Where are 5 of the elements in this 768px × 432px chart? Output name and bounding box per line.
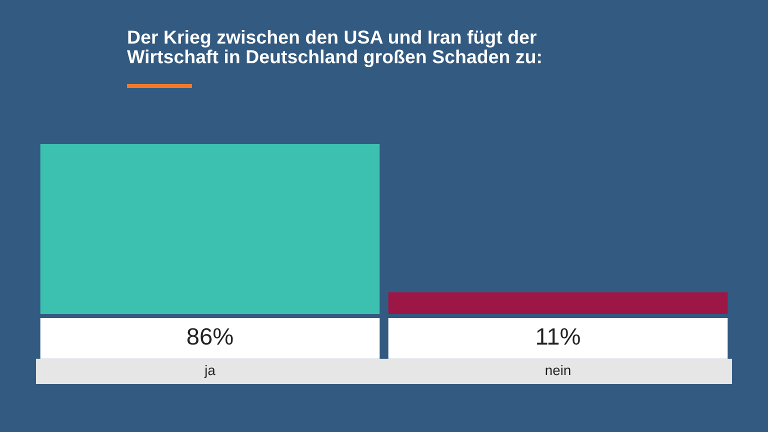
data-label: 11% — [537, 328, 580, 345]
chart-title: Der Krieg zwischen den USA und Iran fügt der Wirtschaft in Deutschland großen Schaden zu: — [127, 30, 541, 68]
data-label: 86% — [187, 328, 233, 345]
x-tick-label: ja — [204, 364, 216, 378]
x-tick-label: nein — [546, 364, 570, 376]
